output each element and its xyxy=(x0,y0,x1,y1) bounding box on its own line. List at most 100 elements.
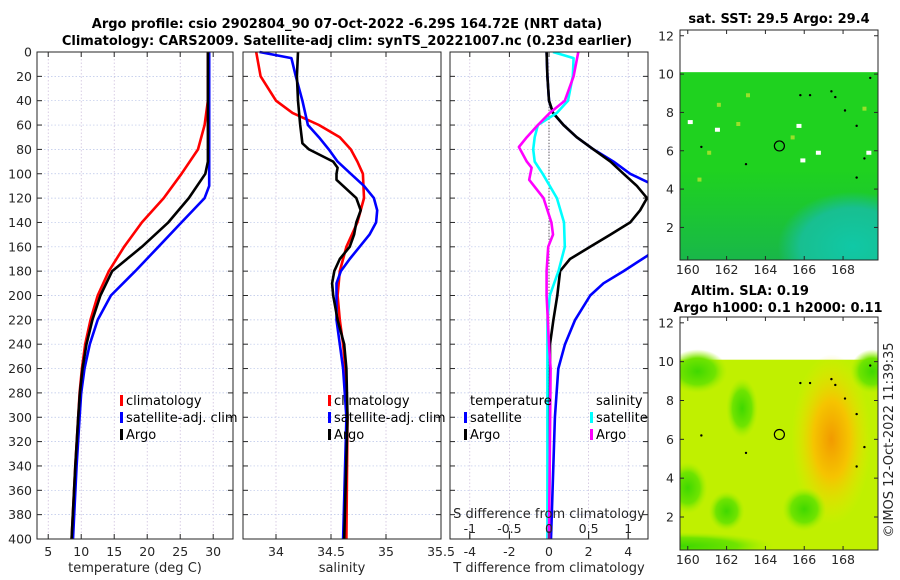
sst-map-panel: 160 162 164 166 168 2 4 6 8 10 12 sat. SST: 29.5 Ar… xyxy=(658,12,879,277)
x-tick-label: 2 xyxy=(585,544,593,559)
missing-data-pixel xyxy=(800,158,806,163)
sla-field-low xyxy=(708,491,745,532)
legend-label: satellite xyxy=(470,411,522,426)
axes-frame xyxy=(679,316,879,551)
argo-float-dot xyxy=(744,451,748,455)
missing-data-pixel xyxy=(687,120,693,125)
argo-float-dot xyxy=(869,364,872,367)
copyright-timestamp: ©IMOS 12-Oct-2022 11:39:35 xyxy=(882,342,897,537)
x-tick-label: 20 xyxy=(139,544,155,559)
series-line-s-argo xyxy=(517,52,580,539)
sst-field-teal xyxy=(777,191,878,260)
series-line-satellite-adj-clim xyxy=(259,50,379,540)
y-tick-label: 240 xyxy=(8,337,32,352)
x-axis-label: temperature (deg C) xyxy=(68,561,202,576)
y-tick-label: 12 xyxy=(658,315,674,330)
y-tick-label: 220 xyxy=(8,312,32,327)
y-tick-label: 200 xyxy=(8,288,32,303)
temperature-profile-panel: 0 20 40 60 80 100 120 140 160 180 200 220 240 260 280 3… xyxy=(8,45,237,577)
missing-data-pixel xyxy=(796,123,802,128)
x-axis-label: salinity xyxy=(319,561,366,576)
y-tick-label: 6 xyxy=(666,143,674,158)
legend-swatch xyxy=(328,429,331,440)
missing-data-pixel xyxy=(714,127,720,132)
x-tick-label: 25 xyxy=(172,544,188,559)
figure-title-line1: Argo profile: csio 2902804_90 07-Oct-202… xyxy=(92,17,602,32)
y-tick-label: 2 xyxy=(666,220,674,235)
sla-field-low xyxy=(726,378,759,439)
legend-swatch xyxy=(464,412,467,423)
figure-title-line2: Climatology: CARS2009. Satellite-adj cli… xyxy=(62,34,632,49)
x-tick-label: 5 xyxy=(44,544,52,559)
argo-float-dot xyxy=(700,145,703,149)
legend-swatch xyxy=(120,412,123,423)
legend-label: Argo xyxy=(596,428,626,443)
argo-profile-location-marker xyxy=(773,428,785,441)
x2-tick-label: 0 xyxy=(545,521,553,536)
y-tick-label: 400 xyxy=(8,532,32,547)
sla-field-high xyxy=(791,354,872,525)
x-tick-label: 160 xyxy=(676,552,700,567)
y-tick-label: 140 xyxy=(8,215,32,230)
y-tick-label: 80 xyxy=(16,142,32,157)
y-tick-label: 12 xyxy=(658,28,674,43)
x-tick-label: 10 xyxy=(73,544,89,559)
series-line-argo xyxy=(295,51,363,540)
y-tick-label: 280 xyxy=(8,385,32,400)
legend-swatch xyxy=(590,429,593,440)
axes-frame xyxy=(36,51,234,540)
y-tick-label: 0 xyxy=(24,45,32,60)
axes-frame xyxy=(679,29,879,261)
series-line-s-satellite xyxy=(531,52,575,539)
map-field xyxy=(680,72,878,260)
argo-float-dot xyxy=(855,124,858,128)
sst-pixel xyxy=(707,150,712,155)
y-tick-label: 4 xyxy=(666,471,674,486)
legend-label: Argo xyxy=(470,428,500,443)
argo-float-dot xyxy=(863,445,866,449)
y-tick-label: 160 xyxy=(8,239,32,254)
y-tick-label: 380 xyxy=(8,507,32,522)
sla-field-low xyxy=(782,487,827,532)
x-tick-label: 164 xyxy=(753,552,777,567)
argo-float-dot xyxy=(834,383,837,387)
sla-field-low xyxy=(680,461,708,514)
legend-label: satellite xyxy=(596,411,648,426)
x-tick-label: 4 xyxy=(624,544,632,559)
y-tick-label: 6 xyxy=(666,432,674,447)
difference-profile-panel: -4 -2 0 2 4 T difference from climatology -1 -0… xyxy=(449,51,649,576)
argo-float-dot xyxy=(869,76,872,80)
missing-data-pixel xyxy=(815,150,821,155)
salinity-profile-panel: 34 34.5 35 35.5 salinity climatology satellite… xyxy=(242,50,455,576)
legend-label: climatology xyxy=(126,394,202,409)
sst-pixel xyxy=(862,106,867,111)
x-tick-label: 35.5 xyxy=(427,544,455,559)
legend-label: Argo xyxy=(126,428,156,443)
sla-field-low xyxy=(680,532,774,550)
x-tick-label: 162 xyxy=(715,552,739,567)
argo-float-dot xyxy=(843,109,847,112)
y-tick-label: 120 xyxy=(8,191,32,206)
y-tick-label: 20 xyxy=(16,69,32,84)
legend-label: satellite-adj. clim xyxy=(334,411,446,426)
x-tick-label: -4 xyxy=(464,544,477,559)
x-tick-label: 162 xyxy=(715,262,739,277)
argo-float-dot xyxy=(855,176,858,179)
legend-swatch xyxy=(328,395,331,406)
x2-tick-label: 0.5 xyxy=(579,521,599,536)
sst-pixel xyxy=(736,122,741,126)
argo-float-dot xyxy=(808,93,812,97)
y-tick-label: 300 xyxy=(8,410,32,425)
x2-tick-label: -1 xyxy=(464,521,476,536)
legend-swatch xyxy=(464,429,467,440)
legend-swatch xyxy=(590,412,593,423)
sla-map-panel: 160 162 164 166 168 2 4 6 8 10 12 Altim. SLA: 0.19 A… xyxy=(658,284,883,567)
argo-float-dot xyxy=(843,397,847,400)
argo-float-dot xyxy=(834,95,837,99)
sst-pixel xyxy=(716,102,721,107)
series-line-argo xyxy=(70,52,210,540)
sst-pixel xyxy=(697,177,702,182)
series-line-satellite-adj-clim xyxy=(71,52,211,540)
y-tick-label: 260 xyxy=(8,361,32,376)
